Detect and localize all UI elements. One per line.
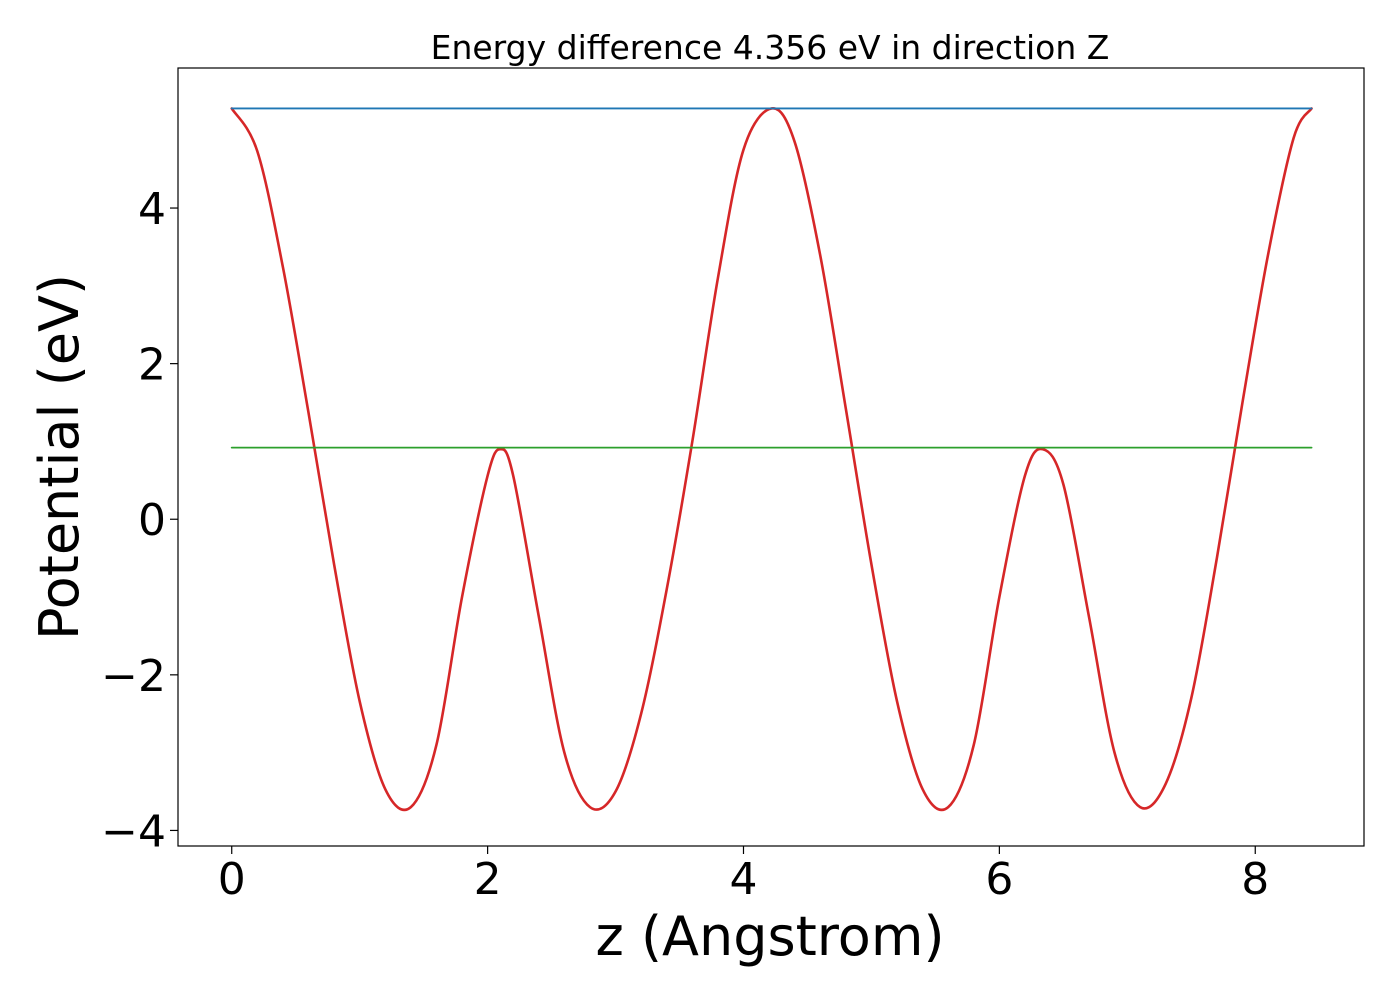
y-tick-label-1: −2 bbox=[101, 651, 166, 702]
x-tick-label-0: 0 bbox=[218, 854, 246, 905]
y-tick-label-4: 4 bbox=[138, 184, 166, 235]
chart-title: Energy difference 4.356 eV in direction … bbox=[431, 28, 1110, 67]
series-line-0 bbox=[230, 107, 1313, 812]
y-tick-label-2: 0 bbox=[138, 495, 166, 546]
x-tick-label-4: 8 bbox=[1241, 854, 1269, 905]
y-axis-label: Potential (eV) bbox=[28, 274, 91, 640]
y-tick-label-0: −4 bbox=[101, 806, 166, 857]
y-tick-label-3: 2 bbox=[138, 340, 166, 391]
x-tick-label-1: 2 bbox=[474, 854, 502, 905]
x-tick-label-2: 4 bbox=[729, 854, 757, 905]
plot-frame bbox=[177, 67, 1365, 847]
x-axis-label: z (Angstrom) bbox=[595, 905, 944, 968]
x-tick-label-3: 6 bbox=[985, 854, 1013, 905]
plot-area: 0 2 4 6 8 −4 −2 0 2 4 bbox=[101, 107, 1313, 905]
